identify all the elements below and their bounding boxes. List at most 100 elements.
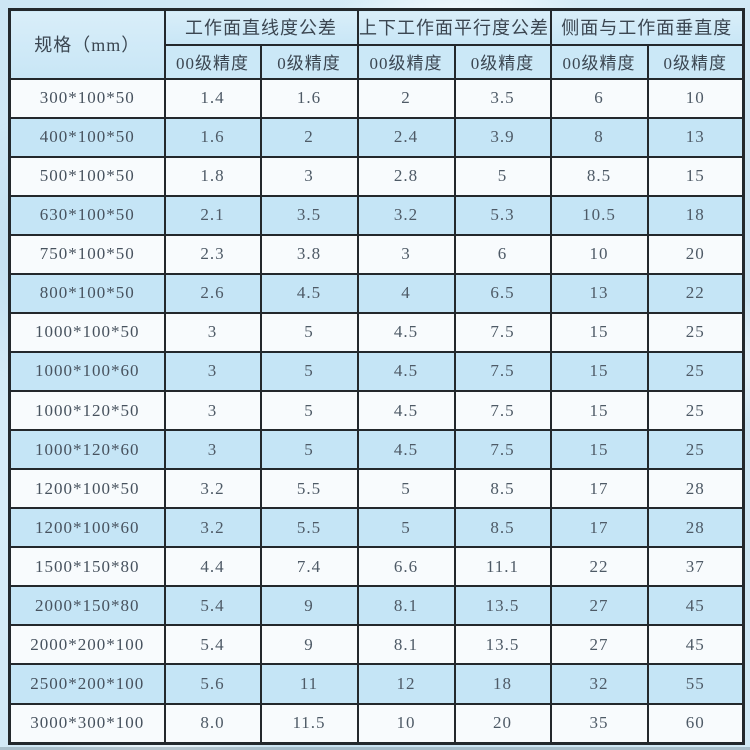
value-cell: 8.0 (163, 702, 262, 745)
value-cell: 3 (163, 311, 262, 353)
value-cell: 7.4 (259, 546, 359, 588)
spec-cell: 1200*100*60 (8, 507, 166, 549)
value-cell: 4 (356, 272, 456, 314)
value-cell: 15 (549, 311, 649, 353)
value-cell: 10 (646, 77, 745, 119)
spec-cell: 1000*100*60 (8, 350, 166, 393)
spec-cell: 1000*120*50 (8, 389, 166, 432)
spec-cell: 300*100*50 (8, 77, 166, 119)
spec-cell: 3000*300*100 (8, 702, 166, 745)
value-cell: 32 (549, 663, 649, 705)
sub-header-grade00: 00级精度 (356, 43, 456, 80)
value-cell: 25 (646, 311, 745, 353)
table-row: 1000*100*50 3 5 4.5 7.5 15 25 (8, 311, 745, 353)
value-cell: 8.5 (453, 468, 552, 510)
table-row: 1200*100*60 3.2 5.5 5 8.5 17 28 (8, 507, 745, 549)
value-cell: 3 (259, 155, 359, 197)
group-header-row: 规格（mm） 工作面直线度公差 上下工作面平行度公差 侧面与工作面垂直度 (8, 8, 745, 80)
sub-header-grade0: 0级精度 (259, 43, 359, 80)
sub-header-grade0: 0级精度 (646, 43, 745, 80)
value-cell: 5 (453, 155, 552, 197)
value-cell: 4.5 (356, 311, 456, 353)
spec-cell: 1500*150*80 (8, 546, 166, 588)
value-cell: 3 (163, 350, 262, 393)
value-cell: 55 (646, 663, 745, 705)
value-cell: 25 (646, 350, 745, 393)
value-cell: 2.3 (163, 233, 262, 275)
value-cell: 2.6 (163, 272, 262, 314)
value-cell: 3 (356, 233, 456, 275)
value-cell: 9 (259, 624, 359, 666)
value-cell: 25 (646, 389, 745, 432)
value-cell: 17 (549, 468, 649, 510)
value-cell: 8 (549, 116, 649, 158)
value-cell: 10 (356, 702, 456, 745)
group-header-perpendicularity: 侧面与工作面垂直度 (549, 8, 745, 46)
value-cell: 5.5 (259, 468, 359, 510)
value-cell: 6 (453, 233, 552, 275)
value-cell: 13 (549, 272, 649, 314)
table-row: 300*100*50 1.4 1.6 2 3.5 6 10 (8, 77, 745, 119)
value-cell: 60 (646, 702, 745, 745)
spec-cell: 400*100*50 (8, 116, 166, 158)
value-cell: 10.5 (549, 194, 649, 236)
value-cell: 5.5 (259, 507, 359, 549)
table-row: 2000*150*80 5.4 9 8.1 13.5 27 45 (8, 585, 745, 627)
value-cell: 3 (163, 389, 262, 432)
value-cell: 18 (453, 663, 552, 705)
value-cell: 7.5 (453, 311, 552, 353)
value-cell: 22 (646, 272, 745, 314)
value-cell: 27 (549, 585, 649, 627)
value-cell: 25 (646, 429, 745, 471)
value-cell: 8.5 (549, 155, 649, 197)
table-row: 1200*100*50 3.2 5.5 5 8.5 17 28 (8, 468, 745, 510)
value-cell: 7.5 (453, 389, 552, 432)
value-cell: 2.1 (163, 194, 262, 236)
spec-cell: 2000*150*80 (8, 585, 166, 627)
value-cell: 3.8 (259, 233, 359, 275)
value-cell: 20 (646, 233, 745, 275)
value-cell: 4.5 (356, 429, 456, 471)
value-cell: 28 (646, 507, 745, 549)
value-cell: 35 (549, 702, 649, 745)
value-cell: 1.6 (163, 116, 262, 158)
table-header: 规格（mm） 工作面直线度公差 上下工作面平行度公差 侧面与工作面垂直度 00级… (8, 8, 745, 80)
value-cell: 37 (646, 546, 745, 588)
value-cell: 3.9 (453, 116, 552, 158)
value-cell: 11 (259, 663, 359, 705)
value-cell: 2 (356, 77, 456, 119)
value-cell: 12 (356, 663, 456, 705)
table-row: 750*100*50 2.3 3.8 3 6 10 20 (8, 233, 745, 275)
value-cell: 20 (453, 702, 552, 745)
sub-header-grade0: 0级精度 (453, 43, 552, 80)
value-cell: 3.5 (453, 77, 552, 119)
value-cell: 4.5 (259, 272, 359, 314)
value-cell: 22 (549, 546, 649, 588)
value-cell: 3 (163, 429, 262, 471)
value-cell: 6.6 (356, 546, 456, 588)
value-cell: 11.1 (453, 546, 552, 588)
value-cell: 8.1 (356, 624, 456, 666)
value-cell: 18 (646, 194, 745, 236)
value-cell: 7.5 (453, 350, 552, 393)
value-cell: 13.5 (453, 624, 552, 666)
spec-cell: 800*100*50 (8, 272, 166, 314)
value-cell: 15 (549, 389, 649, 432)
value-cell: 1.8 (163, 155, 262, 197)
table-row: 630*100*50 2.1 3.5 3.2 5.3 10.5 18 (8, 194, 745, 236)
group-header-parallelism: 上下工作面平行度公差 (356, 8, 552, 46)
value-cell: 5.6 (163, 663, 262, 705)
value-cell: 3.2 (163, 507, 262, 549)
value-cell: 8.5 (453, 507, 552, 549)
spec-cell: 1200*100*50 (8, 468, 166, 510)
group-header-straightness: 工作面直线度公差 (163, 8, 359, 46)
value-cell: 5.4 (163, 624, 262, 666)
table-row: 500*100*50 1.8 3 2.8 5 8.5 15 (8, 155, 745, 197)
spec-cell: 630*100*50 (8, 194, 166, 236)
table-row: 1000*120*50 3 5 4.5 7.5 15 25 (8, 389, 745, 432)
value-cell: 15 (549, 429, 649, 471)
spec-cell: 500*100*50 (8, 155, 166, 197)
value-cell: 2 (259, 116, 359, 158)
value-cell: 15 (549, 350, 649, 393)
value-cell: 5.3 (453, 194, 552, 236)
